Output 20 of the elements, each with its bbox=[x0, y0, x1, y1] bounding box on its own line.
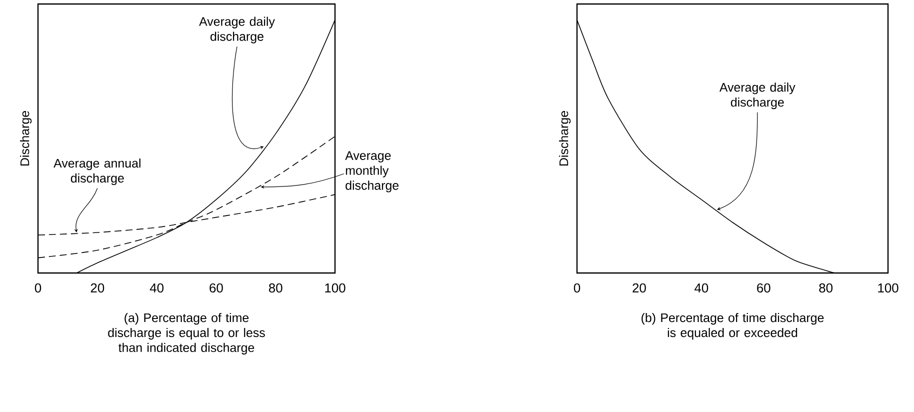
x-tick-label: 40 bbox=[150, 283, 164, 293]
x-tick-label: 40 bbox=[694, 283, 708, 293]
annotation: Average monthly discharge bbox=[345, 151, 399, 192]
y-axis-title: Discharge bbox=[559, 111, 571, 166]
x-tick-label: 0 bbox=[574, 283, 580, 293]
x-tick-label: 20 bbox=[632, 283, 646, 293]
x-tick-label: 100 bbox=[325, 283, 346, 293]
x-axis-title: (a) Percentage of time discharge is equal to or less than indicated discharge bbox=[108, 313, 265, 355]
y-axis-title: Discharge bbox=[20, 111, 32, 166]
x-axis-title: (b) Percentage of time discharge is equaled or exceeded bbox=[642, 313, 824, 340]
annotation: Average daily discharge bbox=[719, 82, 796, 110]
x-tick-label: 80 bbox=[268, 283, 282, 293]
annotation: Average daily discharge bbox=[199, 16, 275, 44]
x-tick-label: 100 bbox=[878, 283, 898, 293]
x-tick-label: 0 bbox=[34, 283, 42, 293]
x-tick-label: 60 bbox=[757, 283, 770, 293]
x-tick-label: 60 bbox=[210, 283, 223, 293]
x-tick-label: 80 bbox=[819, 283, 833, 293]
x-tick-label: 20 bbox=[90, 283, 104, 293]
annotation: Average annual discharge bbox=[54, 158, 140, 186]
